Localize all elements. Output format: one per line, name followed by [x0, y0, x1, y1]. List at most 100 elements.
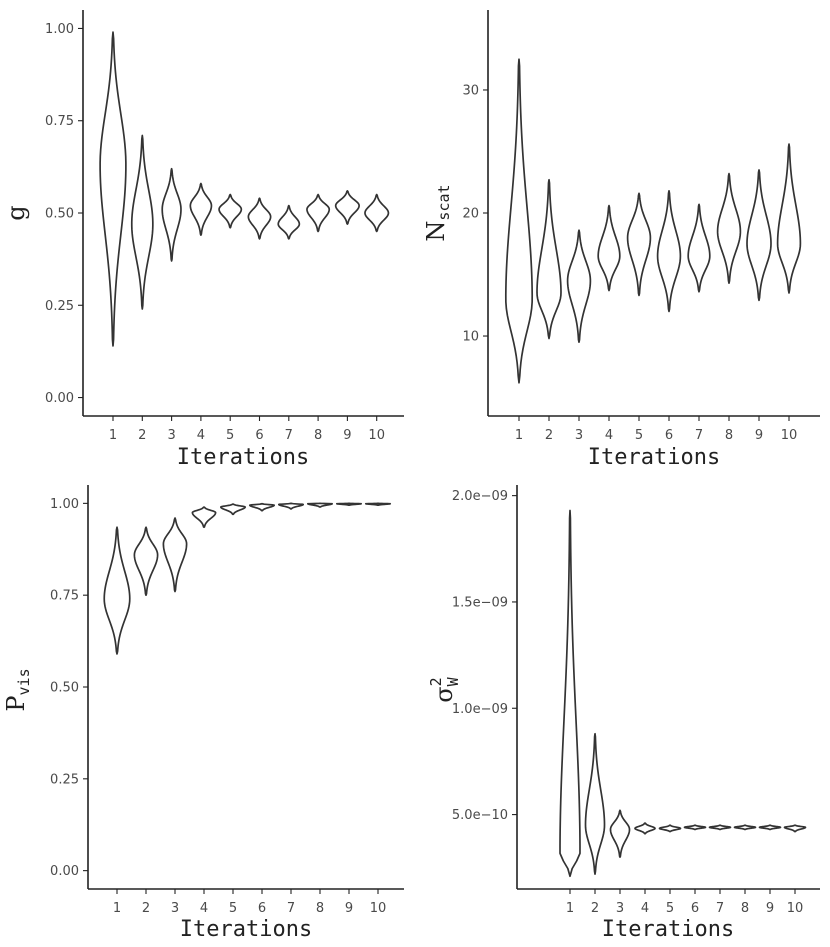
x-tick-label: 9 — [345, 901, 353, 916]
panel-g: 0.00 0.25 0.50 0.75 1.00 1 2 3 4 5 6 7 8 9 10 Iteratio… — [2, 10, 404, 470]
x-tick-label: 5 — [666, 901, 674, 916]
violin-iteration-6 — [247, 197, 272, 240]
violin-iteration-7 — [687, 203, 711, 293]
violin-iteration-8 — [306, 193, 331, 233]
violin-iteration-4 — [597, 204, 621, 292]
y-axis-label-main: N — [422, 221, 450, 242]
y-tick-label: 0.00 — [50, 864, 79, 879]
y-axis-label-main: σ — [430, 686, 458, 702]
x-tick-label: 9 — [755, 428, 763, 443]
y-tick-label: 0.50 — [50, 681, 79, 696]
x-tick-label: 10 — [370, 901, 387, 916]
violin-group — [559, 509, 807, 878]
violin-iteration-1 — [504, 58, 534, 384]
y-axis-label-subscript: vis — [15, 668, 33, 695]
violin-iteration-5 — [658, 824, 682, 833]
violin-iteration-3 — [162, 517, 188, 593]
violin-iteration-3 — [161, 167, 182, 262]
y-tick-label: 0.25 — [45, 299, 74, 314]
y-tick-label: 0.25 — [50, 772, 79, 787]
x-tick-label: 2 — [545, 428, 553, 443]
y-tick-label: 10 — [462, 330, 479, 345]
violin-iteration-9 — [746, 169, 772, 302]
violin-iteration-1 — [99, 31, 127, 347]
violin-iteration-9 — [758, 824, 782, 831]
y-tick-label: 1.00 — [50, 497, 79, 512]
violin-iteration-6 — [656, 190, 682, 313]
violin-iteration-10 — [364, 502, 392, 507]
x-tick-label: 4 — [197, 428, 205, 443]
x-tick-label: 1 — [515, 428, 523, 443]
y-axis-label: Pvis — [2, 668, 33, 711]
x-tick-label: 3 — [575, 428, 583, 443]
violin-iteration-5 — [626, 192, 652, 297]
x-tick-label: 6 — [691, 901, 699, 916]
panel-p-vis: 0.00 0.25 0.50 0.75 1.00 1 2 3 4 5 6 7 8 9 10 Iteratio… — [2, 485, 404, 942]
violin-group — [504, 58, 802, 384]
violin-group — [103, 502, 392, 655]
x-tick-label: 3 — [616, 901, 624, 916]
violin-iteration-1 — [559, 509, 581, 878]
violin-iteration-7 — [708, 824, 732, 831]
x-tick-label: 6 — [665, 428, 673, 443]
y-tick-label: 0.75 — [50, 589, 79, 604]
violin-iteration-3 — [609, 809, 631, 858]
x-tick-label: 5 — [229, 901, 237, 916]
x-tick-label: 1 — [566, 901, 574, 916]
violin-iteration-10 — [776, 143, 802, 294]
y-tick-label: 1.5e−09 — [452, 595, 508, 610]
y-tick-label: 5.0e−10 — [452, 808, 508, 823]
y-tick-label: 1.0e−09 — [452, 702, 508, 717]
violin-iteration-1 — [103, 526, 131, 655]
y-axis-label: σ2W — [427, 676, 462, 702]
violin-iteration-4 — [634, 822, 656, 835]
x-tick-label: 10 — [368, 428, 385, 443]
y-axis-label-main: P — [2, 695, 30, 711]
violin-iteration-2 — [130, 134, 154, 310]
y-tick-label: 0.00 — [45, 391, 74, 406]
violin-iteration-7 — [277, 204, 301, 240]
violin-iteration-6 — [683, 824, 707, 831]
x-tick-label: 2 — [591, 901, 599, 916]
y-tick-label: 0.50 — [45, 207, 74, 222]
x-tick-label: 7 — [716, 901, 724, 916]
x-tick-label: 6 — [258, 901, 266, 916]
tick-group: 0.00 0.25 0.50 0.75 1.00 1 2 3 4 5 6 7 8 9 10 — [50, 497, 386, 916]
x-tick-label: 2 — [138, 428, 146, 443]
x-axis-label: Iterations — [177, 445, 309, 470]
x-tick-label: 3 — [171, 901, 179, 916]
x-tick-label: 4 — [605, 428, 613, 443]
tick-group: 0.00 0.25 0.50 0.75 1.00 1 2 3 4 5 6 7 8 9 10 — [45, 22, 385, 443]
violin-iteration-4 — [191, 506, 217, 529]
x-tick-label: 8 — [316, 901, 324, 916]
y-tick-label: 0.75 — [45, 114, 74, 129]
x-tick-label: 7 — [285, 428, 293, 443]
violin-iteration-4 — [189, 182, 213, 236]
x-tick-label: 4 — [641, 901, 649, 916]
y-axis-label: g — [2, 205, 30, 220]
x-tick-label: 8 — [314, 428, 322, 443]
violin-iteration-7 — [277, 502, 305, 510]
y-axis-label: Nscat — [422, 184, 453, 241]
y-axis-label-subscript: W — [444, 676, 462, 686]
tick-group: 5.0e−10 1.0e−09 1.5e−09 2.0e−09 1 2 3 4 5 6 7 8 9 10 — [452, 489, 803, 916]
x-axis-label: Iterations — [602, 917, 734, 942]
x-tick-label: 7 — [287, 901, 295, 916]
x-tick-label: 10 — [781, 428, 798, 443]
violin-iteration-8 — [716, 172, 742, 284]
x-tick-label: 5 — [635, 428, 643, 443]
x-tick-label: 3 — [167, 428, 175, 443]
y-tick-label: 2.0e−09 — [452, 489, 508, 504]
panel-sigma-w2: 5.0e−101.0e−091.5e−092.0e−091 2 3 4 5 6 7 8 9 10 … — [427, 485, 820, 942]
violin-iteration-8 — [306, 502, 334, 508]
x-axis-label: Iterations — [588, 445, 720, 470]
violin-iteration-10 — [783, 824, 807, 833]
panel-n-scat: 10 20 30 1 2 3 4 5 6 7 8 9 10 Iterations Nscat — [422, 10, 820, 470]
y-axis-label-superscript: 2 — [427, 677, 445, 686]
x-tick-label: 8 — [725, 428, 733, 443]
violin-iteration-2 — [584, 732, 606, 875]
violin-iteration-10 — [364, 193, 390, 233]
y-axis-label-main: g — [2, 205, 30, 220]
x-tick-label: 7 — [695, 428, 703, 443]
